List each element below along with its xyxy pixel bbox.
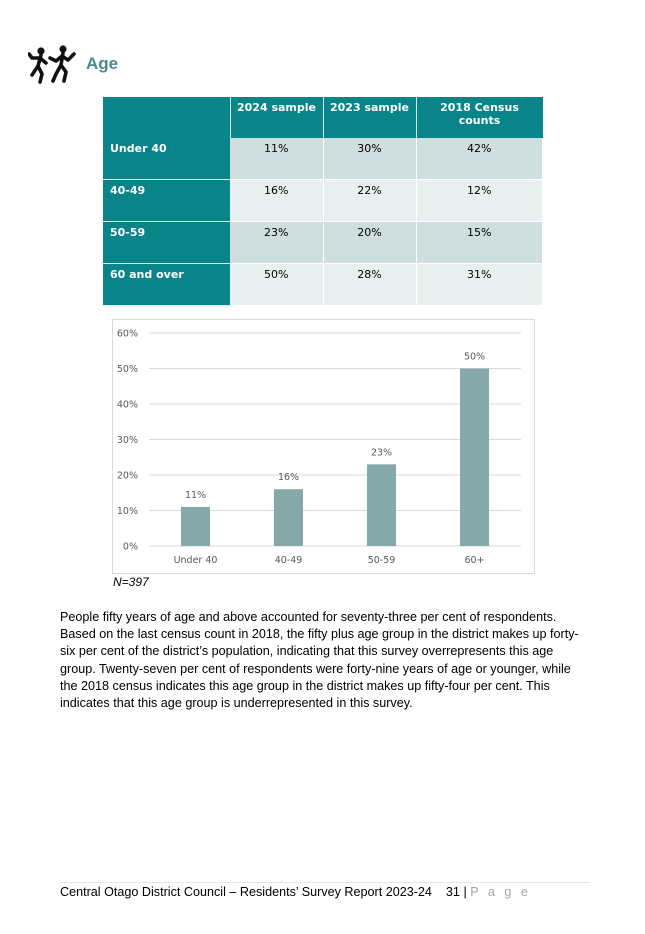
row-label: Under 40	[103, 138, 230, 180]
table-cell: 28%	[323, 263, 417, 306]
table-row: Under 40 11% 30% 42%	[103, 138, 543, 180]
data-label: 11%	[185, 490, 206, 501]
x-tick-label: Under 40	[174, 555, 218, 566]
table-header-2023: 2023 sample	[323, 97, 417, 138]
chart-canvas: 0% 10% 20% 30% 40% 50% 60% 11% Under 40 16% 40-49 2…	[117, 329, 521, 566]
table-cell: 50%	[230, 263, 324, 306]
data-label: 23%	[371, 447, 392, 458]
table-cell: 22%	[323, 179, 417, 222]
table-header-blank	[103, 97, 231, 138]
row-label: 50-59	[103, 221, 230, 264]
y-tick-label: 20%	[117, 471, 138, 482]
table-row: 50-59 23% 20% 15%	[103, 221, 543, 264]
y-tick-label: 0%	[123, 542, 138, 553]
y-tick-label: 30%	[117, 435, 138, 446]
bar	[460, 368, 489, 546]
x-tick-label: 60+	[464, 555, 484, 566]
table-cell: 20%	[323, 221, 417, 264]
sample-size-note: N=397	[113, 575, 149, 589]
section-heading: Age	[28, 44, 118, 84]
page-number: 31	[445, 885, 460, 899]
y-tick-label: 50%	[117, 364, 138, 375]
row-label: 40-49	[103, 179, 230, 222]
table-row: 60 and over 50% 28% 31%	[103, 263, 543, 306]
table-cell: 16%	[230, 179, 324, 222]
data-label: 16%	[278, 472, 299, 483]
x-tick-label: 40-49	[275, 555, 303, 566]
footer-text: Central Otago District Council – Residen…	[60, 885, 432, 899]
bar	[367, 464, 396, 546]
table-cell: 11%	[230, 138, 324, 180]
y-tick-label: 10%	[117, 506, 138, 517]
table-cell: 23%	[230, 221, 324, 264]
age-bar-chart: 0% 10% 20% 30% 40% 50% 60% 11% Under 40 16% 40-49 2…	[112, 319, 535, 574]
table-header-census: 2018 Census counts	[416, 97, 543, 138]
age-comparison-table: 2024 sample 2023 sample 2018 Census coun…	[103, 97, 543, 306]
table-header-row: 2024 sample 2023 sample 2018 Census coun…	[103, 97, 543, 138]
table-cell: 31%	[416, 263, 543, 306]
table-cell: 30%	[323, 138, 417, 180]
table-cell: 15%	[416, 221, 543, 264]
section-title: Age	[86, 54, 119, 73]
table-row: 40-49 16% 22% 12%	[103, 179, 543, 222]
bar	[181, 506, 210, 546]
table-header-2024: 2024 sample	[230, 97, 324, 138]
page-footer: Central Otago District Council – Residen…	[60, 885, 531, 899]
row-label: 60 and over	[103, 263, 230, 306]
y-tick-label: 40%	[117, 400, 138, 411]
y-tick-label: 60%	[117, 329, 138, 340]
footer-separator: |	[463, 885, 467, 899]
data-label: 50%	[464, 352, 485, 363]
body-paragraph: People fifty years of age and above acco…	[60, 610, 579, 711]
table-cell: 12%	[416, 179, 543, 222]
footer-divider	[60, 882, 590, 883]
x-tick-label: 50-59	[368, 555, 396, 566]
table-cell: 42%	[416, 138, 543, 180]
bar	[274, 489, 303, 546]
page-word: P a g e	[470, 885, 531, 899]
people-walking-icon	[28, 45, 76, 84]
